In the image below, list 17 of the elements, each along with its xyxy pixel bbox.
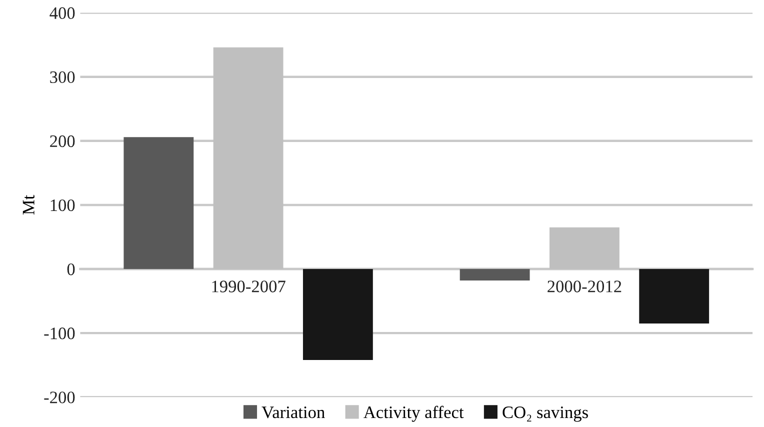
bar [639,269,710,324]
x-tick-label: 2000-2012 [548,280,622,292]
legend-label: Activity affect [364,406,464,422]
y-tick-label: -200 [44,392,75,404]
y-tick-label: 400 [50,7,75,20]
bar [460,269,530,281]
legend-label: CO₂ savings [502,406,588,422]
bar [124,137,194,270]
y-tick-label: 100 [50,199,75,212]
y-tick-label: 200 [50,135,75,148]
bar [302,269,373,360]
legend-label: Variation [262,406,325,418]
y-tick-label: 300 [50,71,75,84]
y-tick-label: -100 [44,328,75,340]
y-tick-label: 0 [67,263,75,276]
y-axis-title: Mt [22,194,34,215]
x-tick-label: 1990-2007 [212,280,286,292]
